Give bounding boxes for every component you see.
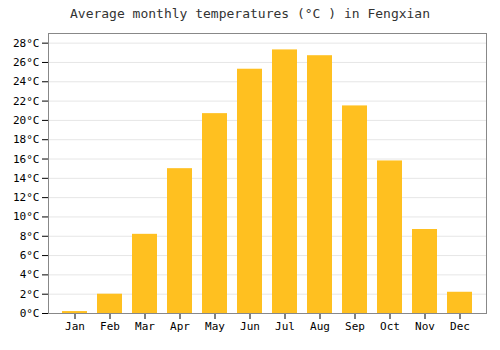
svg-text:0°C: 0°C bbox=[20, 307, 40, 320]
svg-text:Jul: Jul bbox=[275, 320, 295, 333]
svg-text:20°C: 20°C bbox=[13, 114, 40, 127]
svg-text:Feb: Feb bbox=[100, 320, 120, 333]
svg-text:24°C: 24°C bbox=[13, 75, 40, 88]
svg-text:10°C: 10°C bbox=[13, 210, 40, 223]
html-text:Average monthly temperatures (: Average monthly temperatures (°C ) in Fe… bbox=[70, 6, 430, 21]
svg-text:Apr: Apr bbox=[170, 320, 190, 333]
svg-text:Jan: Jan bbox=[65, 320, 85, 333]
svg-text:Jun: Jun bbox=[240, 320, 260, 333]
svg-text:Oct: Oct bbox=[380, 320, 400, 333]
svg-text:4°C: 4°C bbox=[20, 268, 40, 281]
svg-text:Aug: Aug bbox=[310, 320, 330, 333]
svg-text:Mar: Mar bbox=[135, 320, 155, 333]
svg-text:Sep: Sep bbox=[345, 320, 365, 333]
svg-text:Nov: Nov bbox=[415, 320, 435, 333]
svg-text:6°C: 6°C bbox=[20, 249, 40, 262]
svg-text:18°C: 18°C bbox=[13, 133, 40, 146]
svg-text:8°C: 8°C bbox=[20, 230, 40, 243]
svg-text:Dec: Dec bbox=[450, 320, 470, 333]
svg-text:2°C: 2°C bbox=[20, 288, 40, 301]
svg-text:22°C: 22°C bbox=[13, 95, 40, 108]
svg-text:May: May bbox=[205, 320, 225, 333]
svg-text:28°C: 28°C bbox=[13, 37, 40, 50]
svg-text:16°C: 16°C bbox=[13, 153, 40, 166]
svg-text:12°C: 12°C bbox=[13, 191, 40, 204]
svg-text:14°C: 14°C bbox=[13, 172, 40, 185]
svg-text:26°C: 26°C bbox=[13, 56, 40, 69]
